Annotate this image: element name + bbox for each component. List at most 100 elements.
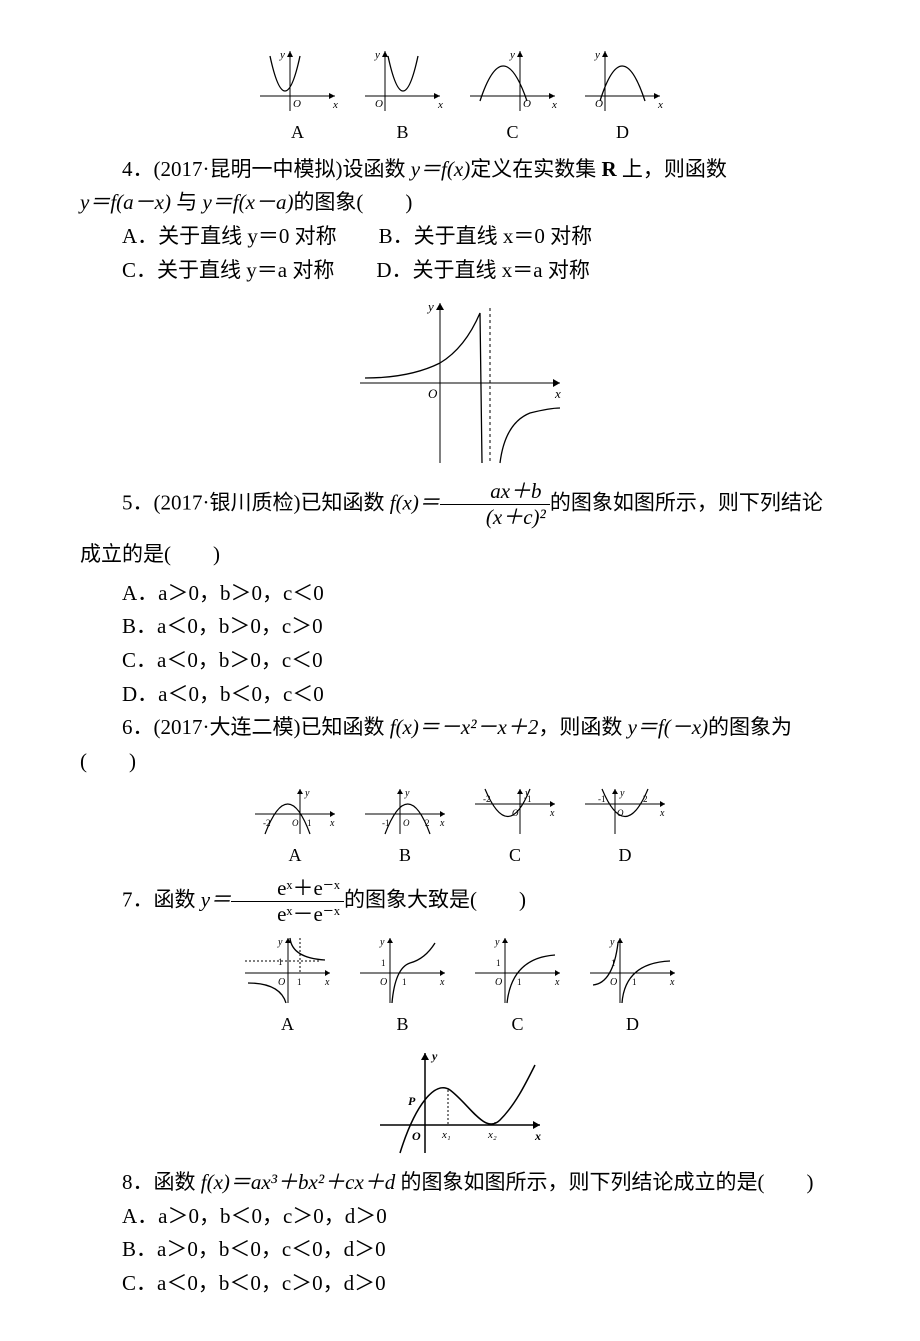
svg-text:O: O (428, 386, 438, 401)
svg-text:x: x (669, 977, 675, 988)
q8-graph: x y O P x₁ x₂ (80, 1045, 840, 1160)
svg-text:O: O (278, 977, 285, 988)
q5-opt-c: C．a＜0，b＞0，c＜0 (80, 644, 840, 678)
svg-text:-1: -1 (598, 794, 606, 804)
svg-text:O: O (617, 808, 624, 818)
svg-text:x: x (554, 386, 561, 401)
option-label: D (585, 1010, 680, 1039)
svg-text:2: 2 (643, 794, 648, 804)
q4-text: 4．(2017·昆明一中模拟)设函数 y＝f(x)定义在实数集 R 上，则函数 (80, 153, 840, 187)
svg-text:y: y (404, 788, 410, 799)
svg-text:y: y (430, 1049, 438, 1063)
svg-text:y: y (374, 49, 380, 61)
q5-opt-b: B．a＜0，b＞0，c＞0 (80, 610, 840, 644)
svg-text:P: P (408, 1094, 416, 1108)
q7-option-a: x y O 1 1 A (240, 933, 335, 1039)
svg-text:x: x (437, 99, 443, 111)
svg-text:x: x (551, 99, 557, 111)
svg-text:x: x (554, 977, 560, 988)
svg-text:1: 1 (278, 957, 283, 967)
option-label: C (470, 1010, 565, 1039)
q3-option-b: x y O B (360, 46, 445, 147)
svg-text:O: O (380, 977, 387, 988)
svg-text:x: x (332, 99, 338, 111)
svg-text:y: y (379, 937, 385, 948)
svg-text:1: 1 (381, 958, 386, 968)
svg-text:y: y (619, 788, 625, 799)
q4-text-cont: y＝f(a－x) 与 y＝f(x－a)的图象( ) (80, 186, 840, 220)
svg-text:1: 1 (402, 977, 407, 987)
q5-graph: x y O (80, 293, 840, 473)
svg-text:x: x (657, 99, 663, 111)
svg-text:x: x (534, 1129, 541, 1143)
option-label: B (355, 1010, 450, 1039)
svg-text:y: y (426, 299, 434, 314)
svg-text:1: 1 (632, 977, 637, 987)
svg-text:1: 1 (297, 977, 302, 987)
q8-opt-c: C．a＜0，b＜0，c＞0，d＞0 (80, 1267, 840, 1301)
q6-option-a: x y -2 O 1 A (250, 784, 340, 870)
svg-text:y: y (277, 937, 283, 948)
option-label: B (360, 841, 450, 870)
q8-text: 8．函数 f(x)＝ax³＋bx²＋cx＋d 的图象如图所示，则下列结论成立的是… (80, 1166, 840, 1200)
svg-text:y: y (279, 49, 285, 61)
q3-options-row: x y O A x y O B x y O C (80, 46, 840, 147)
svg-text:O: O (495, 977, 502, 988)
svg-text:O: O (375, 98, 383, 110)
svg-text:1: 1 (307, 818, 312, 828)
option-label: A (240, 1010, 335, 1039)
q4-options-line2: C．关于直线 y＝a 对称 D．关于直线 x＝a 对称 (80, 254, 840, 288)
svg-text:O: O (412, 1129, 421, 1143)
q6-options-row: x y -2 O 1 A x y -1 O 2 B x y -2 O (80, 784, 840, 870)
svg-text:1: 1 (527, 794, 532, 804)
option-label: A (255, 118, 340, 147)
q5-opt-d: D．a＜0，b＜0，c＜0 (80, 678, 840, 712)
option-label: A (250, 841, 340, 870)
svg-text:1: 1 (517, 977, 522, 987)
svg-text:x: x (549, 808, 555, 819)
option-label: D (580, 841, 670, 870)
svg-text:O: O (512, 808, 519, 818)
q7-text: 7．函数 y＝eˣ＋e⁻ˣeˣ－e⁻ˣ的图象大致是( ) (80, 876, 840, 927)
option-label: C (470, 841, 560, 870)
q6-option-b: x y -1 O 2 B (360, 784, 450, 870)
svg-text:x: x (439, 818, 445, 829)
q6-option-c: x y -2 O 1 C (470, 784, 560, 870)
q5-text: 5．(2017·银川质检)已知函数 f(x)＝ax＋b(x＋c)²的图象如图所示… (80, 479, 840, 577)
q4-options-line1: A．关于直线 y＝0 对称 B．关于直线 x＝0 对称 (80, 220, 840, 254)
svg-text:O: O (595, 98, 603, 110)
svg-text:x: x (324, 977, 330, 988)
svg-text:1: 1 (496, 958, 501, 968)
q5-opt-a: A．a＞0，b＞0，c＜0 (80, 577, 840, 611)
q3-option-a: x y O A (255, 46, 340, 147)
option-label: B (360, 118, 445, 147)
q7-options-row: x y O 1 1 A x y O 1 1 B x y O 1 1 (80, 933, 840, 1039)
svg-text:y: y (509, 49, 515, 61)
q7-option-b: x y O 1 1 B (355, 933, 450, 1039)
svg-text:O: O (293, 98, 301, 110)
svg-text:x: x (659, 808, 665, 819)
svg-text:y: y (594, 49, 600, 61)
q7-option-c: x y O 1 1 C (470, 933, 565, 1039)
svg-text:y: y (304, 788, 310, 799)
q8-opt-a: A．a＞0，b＜0，c＞0，d＞0 (80, 1200, 840, 1234)
q7-option-d: x y O 1 1 D (585, 933, 680, 1039)
option-label: D (580, 118, 665, 147)
svg-text:O: O (610, 977, 617, 988)
svg-text:-2: -2 (263, 818, 271, 828)
svg-text:-2: -2 (483, 794, 491, 804)
svg-text:x₂: x₂ (487, 1129, 497, 1141)
q6-text: 6．(2017·大连二模)已知函数 f(x)＝－x²－x＋2，则函数 y＝f(－… (80, 711, 840, 778)
svg-text:y: y (494, 937, 500, 948)
svg-text:O: O (292, 818, 299, 828)
q6-option-d: x y -1 O 2 D (580, 784, 670, 870)
q3-option-c: x y O C (465, 46, 560, 147)
q8-opt-b: B．a＞0，b＜0，c＜0，d＞0 (80, 1233, 840, 1267)
svg-text:x₁: x₁ (441, 1129, 451, 1141)
svg-text:O: O (403, 818, 410, 828)
option-label: C (465, 118, 560, 147)
svg-text:-1: -1 (382, 818, 390, 828)
svg-text:O: O (523, 98, 531, 110)
svg-text:y: y (609, 937, 615, 948)
svg-text:x: x (329, 818, 335, 829)
